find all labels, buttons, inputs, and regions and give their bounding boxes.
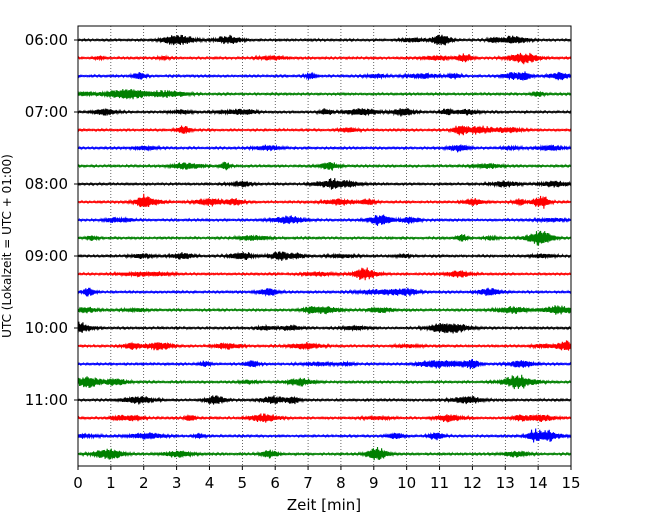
trace-line xyxy=(77,358,572,370)
y-axis-ticks: 06:00 07:00 08:00 09:00 10:00 11:00 xyxy=(25,31,78,409)
trace-line xyxy=(77,251,572,262)
trace-line xyxy=(77,178,572,190)
y-axis-label: UTC (Lokalzeit = UTC + 01:00) xyxy=(0,154,14,338)
trace-line xyxy=(77,161,572,171)
x-tick-label: 11 xyxy=(430,474,449,492)
trace-line xyxy=(77,305,572,315)
trace-line xyxy=(77,447,572,461)
x-tick-label: 3 xyxy=(172,474,182,492)
trace-line xyxy=(77,267,572,281)
trace-line xyxy=(77,144,572,153)
trace-line xyxy=(77,214,572,226)
vertical-grid xyxy=(110,26,539,466)
trace-line xyxy=(77,321,572,334)
x-axis-label: Zeit [min] xyxy=(287,496,361,514)
trace-line xyxy=(77,374,572,390)
y-tick-label: 08:00 xyxy=(25,175,68,193)
x-tick-label: 8 xyxy=(336,474,346,492)
trace-line xyxy=(77,340,572,351)
x-tick-label: 4 xyxy=(205,474,215,492)
trace-line xyxy=(77,52,572,65)
plot-frame xyxy=(77,25,572,467)
x-tick-label: 2 xyxy=(139,474,149,492)
seismic-traces xyxy=(77,34,572,461)
x-tick-label: 10 xyxy=(397,474,416,492)
trace-line xyxy=(77,287,572,297)
trace-line xyxy=(77,193,572,209)
trace-line xyxy=(77,71,572,81)
trace-line xyxy=(77,428,572,443)
x-axis-ticks: 0 1 2 3 4 5 6 7 8 9 10 11 12 13 14 15 xyxy=(73,466,581,492)
y-tick-label: 09:00 xyxy=(25,247,68,265)
y-tick-label: 11:00 xyxy=(25,391,68,409)
x-tick-label: 0 xyxy=(73,474,83,492)
trace-line xyxy=(77,107,572,117)
trace-line xyxy=(77,88,572,100)
x-tick-label: 9 xyxy=(369,474,379,492)
trace-line xyxy=(77,230,572,246)
x-tick-label: 7 xyxy=(303,474,313,492)
x-tick-label: 6 xyxy=(270,474,280,492)
trace-line xyxy=(77,413,572,423)
x-tick-label: 12 xyxy=(463,474,482,492)
trace-line xyxy=(77,34,572,46)
x-tick-label: 15 xyxy=(561,474,580,492)
y-tick-label: 07:00 xyxy=(25,103,68,121)
x-tick-label: 14 xyxy=(529,474,548,492)
y-tick-label: 06:00 xyxy=(25,31,68,49)
x-tick-label: 13 xyxy=(496,474,515,492)
x-tick-label: 1 xyxy=(106,474,116,492)
trace-line xyxy=(77,124,572,136)
x-tick-label: 5 xyxy=(238,474,248,492)
trace-line xyxy=(77,395,572,405)
y-tick-label: 10:00 xyxy=(25,319,68,337)
